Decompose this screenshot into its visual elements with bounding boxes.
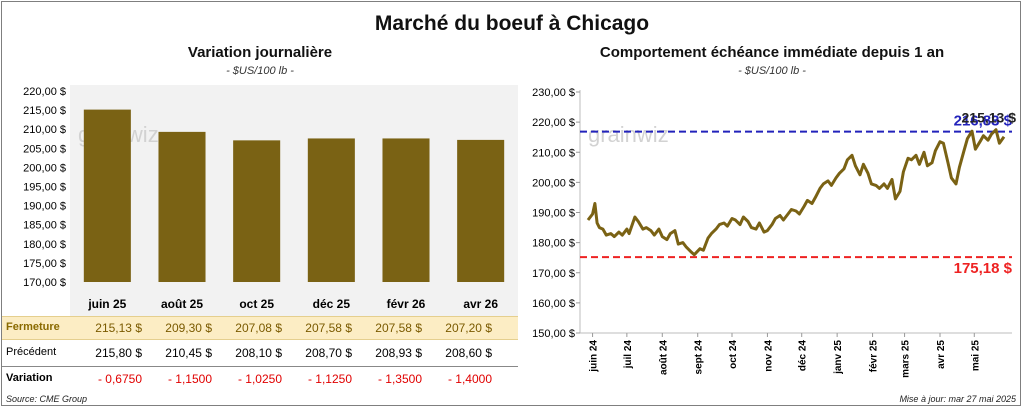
table-row-variation: Variation - 0,6750 - 1,1500 - 1,0250 - 1… <box>2 368 518 390</box>
table-divider <box>2 366 518 367</box>
close-cell-3: 207,08 $ <box>235 321 282 335</box>
right-chart-title: Comportement échéance immédiate depuis 1… <box>599 44 945 61</box>
bar-chart: grainwiz 170,00 $175,00 $180,00 $185,00 … <box>23 85 518 320</box>
left-chart-unit: - $US/100 lb - <box>226 65 294 77</box>
bar-4 <box>307 138 355 282</box>
bar-ytick-label: 210,00 $ <box>23 124 66 136</box>
bar-xtick-label: févr 26 <box>387 297 426 311</box>
bar-ytick-label: 190,00 $ <box>23 201 66 213</box>
prev-cell-4: 208,70 $ <box>305 346 352 360</box>
var-cell-1: - 0,6750 <box>97 372 142 386</box>
bar-xtick-label: août 25 <box>161 297 203 311</box>
bar-ytick-label: 205,00 $ <box>23 143 66 155</box>
bar-xtick-label: juin 25 <box>87 297 126 311</box>
bar-6 <box>457 139 505 282</box>
bar-ytick-label: 185,00 $ <box>23 220 66 232</box>
close-cell-6: 207,20 $ <box>445 321 492 335</box>
bar-ytick-label: 200,00 $ <box>23 162 66 174</box>
var-cell-4: - 1,1250 <box>307 372 352 386</box>
bar-ytick-label: 170,00 $ <box>23 277 66 289</box>
row-label-variation: Variation <box>6 372 53 384</box>
var-cell-6: - 1,4000 <box>447 372 492 386</box>
source-note: Source: CME Group <box>6 394 88 404</box>
bar-2 <box>158 131 206 282</box>
page-title: Marché du boeuf à Chicago <box>374 12 650 35</box>
prev-cell-1: 215,80 $ <box>95 346 142 360</box>
update-note: Mise à jour: mar 27 mai 2025 <box>899 394 1016 404</box>
bar-ytick-label: 180,00 $ <box>23 239 66 251</box>
prev-cell-2: 210,45 $ <box>165 346 212 360</box>
bar-xtick-label: avr 26 <box>463 297 498 311</box>
bar-xtick-label: déc 25 <box>313 297 351 311</box>
table-row-previous: Précédent 215,80 $ 210,45 $ 208,10 $ 208… <box>2 342 518 364</box>
table-row-close: Fermeture 215,13 $ 209,30 $ 207,08 $ 207… <box>2 316 518 340</box>
bar-ytick-label: 195,00 $ <box>23 182 66 194</box>
close-cell-2: 209,30 $ <box>165 321 212 335</box>
bar-ytick-label: 220,00 $ <box>23 86 66 98</box>
prev-cell-5: 208,93 $ <box>375 346 422 360</box>
left-chart-title: Variation journalière <box>187 44 333 61</box>
bar-5 <box>382 138 430 282</box>
right-chart-unit: - $US/100 lb - <box>738 65 806 77</box>
bar-ytick-label: 215,00 $ <box>23 105 66 117</box>
bar-xtick-label: oct 25 <box>239 297 274 311</box>
var-cell-3: - 1,0250 <box>237 372 282 386</box>
close-cell-5: 207,58 $ <box>375 321 422 335</box>
prev-cell-6: 208,60 $ <box>445 346 492 360</box>
var-cell-5: - 1,3500 <box>377 372 422 386</box>
bar-1 <box>83 109 131 283</box>
var-cell-2: - 1,1500 <box>167 372 212 386</box>
prev-cell-3: 208,10 $ <box>235 346 282 360</box>
bar-plot-area <box>70 85 518 320</box>
bar-ytick-label: 175,00 $ <box>23 258 66 270</box>
row-label-previous: Précédent <box>6 346 57 358</box>
row-label-close: Fermeture <box>6 321 60 333</box>
close-cell-4: 207,58 $ <box>305 321 352 335</box>
close-cell-1: 215,13 $ <box>95 321 142 335</box>
bar-3 <box>233 140 281 282</box>
